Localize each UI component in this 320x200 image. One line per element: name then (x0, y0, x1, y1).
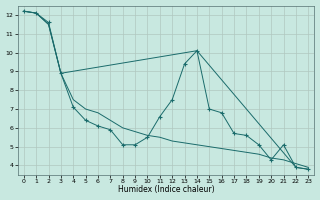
X-axis label: Humidex (Indice chaleur): Humidex (Indice chaleur) (118, 185, 214, 194)
